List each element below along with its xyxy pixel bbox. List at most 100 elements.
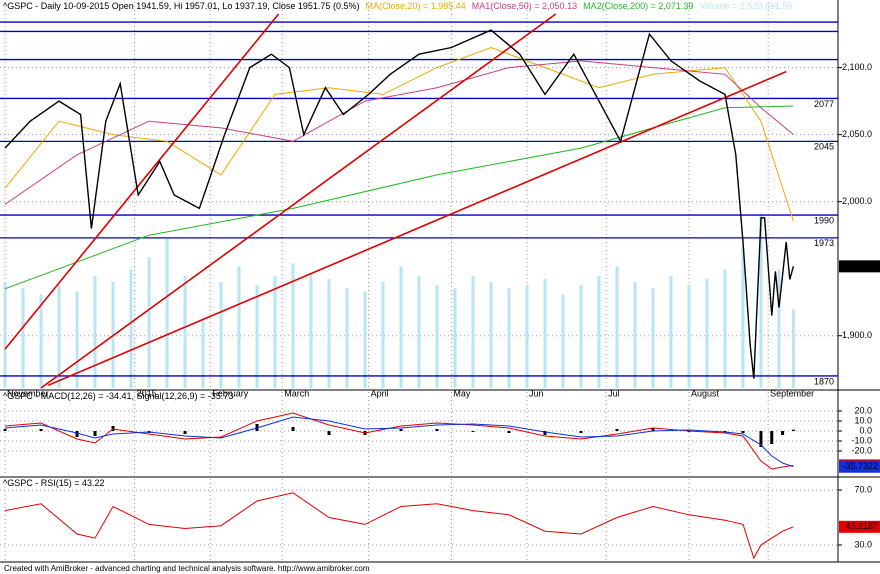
y-tick-label: -10.0 (851, 435, 872, 445)
indicator-line (4, 416, 794, 468)
volume-bar (165, 238, 169, 388)
volume-bar (741, 247, 745, 388)
x-tick-label: August (691, 388, 720, 398)
panel-header: ^GSPC - RSI(15) = 43.22 (3, 478, 105, 488)
last-value-label: -35.7322 (842, 461, 878, 471)
last-value-label: 43.2187 (845, 521, 878, 531)
volume-bar (75, 291, 79, 388)
y-tick-label: 2,100.0 (842, 62, 872, 72)
volume-bar (273, 275, 277, 388)
x-tick-label: November (7, 388, 49, 398)
y-tick-label: 20.0 (854, 405, 872, 415)
y-tick-label: 30.0 (854, 539, 872, 549)
volume-bar (327, 278, 331, 388)
volume-bar (3, 282, 7, 388)
volume-bar (21, 288, 25, 388)
level-label: 1870 (814, 376, 834, 386)
volume-bar (705, 278, 709, 388)
histogram-bar (75, 431, 79, 437)
volume-bar (561, 294, 565, 388)
x-tick-label: Jun (529, 388, 544, 398)
panel-header: ^GSPC - MACD(12,26) = -34.41, Signal(12,… (3, 391, 233, 401)
footer: Created with AmiBroker - advanced charti… (4, 564, 370, 573)
histogram-bar (93, 431, 97, 436)
y-tick-label: 1,900.0 (842, 330, 872, 340)
level-label: 2077 (814, 99, 834, 109)
legend-entry: MA1(Close,50) = 2,050.13 (472, 1, 577, 11)
volume-bar (435, 285, 439, 388)
histogram-bar (39, 429, 43, 431)
trend-line (40, 13, 557, 389)
volume-bar (363, 291, 367, 388)
volume-bar (291, 263, 295, 388)
volume-bar (723, 269, 727, 388)
volume-bar (633, 282, 637, 388)
indicator-line (4, 412, 794, 470)
level-label: 1973 (814, 238, 834, 248)
histogram-bar (741, 431, 745, 433)
volume-bar (147, 257, 151, 388)
x-tick-label: September (770, 388, 814, 398)
x-tick-label: April (371, 388, 389, 398)
volume-bar (237, 266, 241, 388)
volume-bar (543, 278, 547, 388)
indicator-line (4, 105, 794, 290)
volume-bar (669, 275, 673, 388)
volume-bar (471, 275, 475, 388)
histogram-bar (435, 429, 439, 431)
level-label: 2045 (814, 142, 834, 152)
y-tick-label: 0.0 (859, 425, 872, 435)
panel-title: ^GSPC - Daily 10-09-2015 Open 1941.59, H… (3, 1, 359, 11)
volume-bar (417, 275, 421, 388)
histogram-bar (687, 431, 691, 432)
volume-bar (219, 282, 223, 388)
indicator-line (4, 60, 794, 205)
histogram-bar (770, 431, 774, 444)
histogram-bar (791, 429, 795, 431)
volume-bar (381, 282, 385, 388)
trend-line (4, 13, 280, 350)
last-value-box (839, 260, 880, 273)
volume-bar (345, 288, 349, 388)
y-tick-label: 10.0 (854, 415, 872, 425)
y-tick-label: 2,000.0 (842, 196, 872, 206)
last-value-box (839, 460, 880, 473)
volume-bar (791, 309, 795, 388)
y-tick-label: 70.0 (854, 484, 872, 494)
y-tick-label: 2,050.0 (842, 129, 872, 139)
volume-bar (597, 275, 601, 388)
volume-bar (93, 275, 97, 388)
panel-title: ^GSPC - RSI(15) = 43.22 (3, 478, 105, 488)
level-label: 1990 (814, 215, 834, 225)
histogram-bar (579, 431, 583, 433)
volume-bar (489, 282, 493, 388)
last-value-label: 1,951.75 (843, 261, 878, 271)
volume-bar (255, 285, 259, 388)
histogram-bar (471, 431, 475, 432)
legend-entry: MA2(Close,200) = 2,071.39 (583, 1, 693, 11)
trend-line (47, 70, 787, 387)
price-line (4, 29, 795, 379)
volume-bar (129, 269, 133, 388)
panel-title: ^GSPC - MACD(12,26) = -34.41, Signal(12,… (3, 391, 233, 401)
histogram-bar (327, 431, 331, 435)
volume-bar (309, 272, 313, 388)
volume-bar (759, 213, 763, 388)
x-tick-label: February (212, 388, 249, 398)
x-tick-label: May (453, 388, 471, 398)
histogram-bar (399, 429, 403, 431)
volume-bar (201, 319, 205, 388)
volume-bar (183, 275, 187, 388)
volume-bar (507, 288, 511, 388)
volume-bar (399, 266, 403, 388)
histogram-bar (543, 431, 547, 435)
y-tick-label: -20.0 (851, 445, 872, 455)
histogram-bar (219, 430, 223, 431)
histogram-bar (781, 431, 785, 435)
volume-bar (39, 294, 43, 388)
histogram-bar (759, 431, 763, 447)
panel-header: ^GSPC - Daily 10-09-2015 Open 1941.59, H… (3, 1, 792, 11)
legend-entry: MA(Close,20) = 1,985.44 (365, 1, 465, 11)
volume-bar (453, 288, 457, 388)
